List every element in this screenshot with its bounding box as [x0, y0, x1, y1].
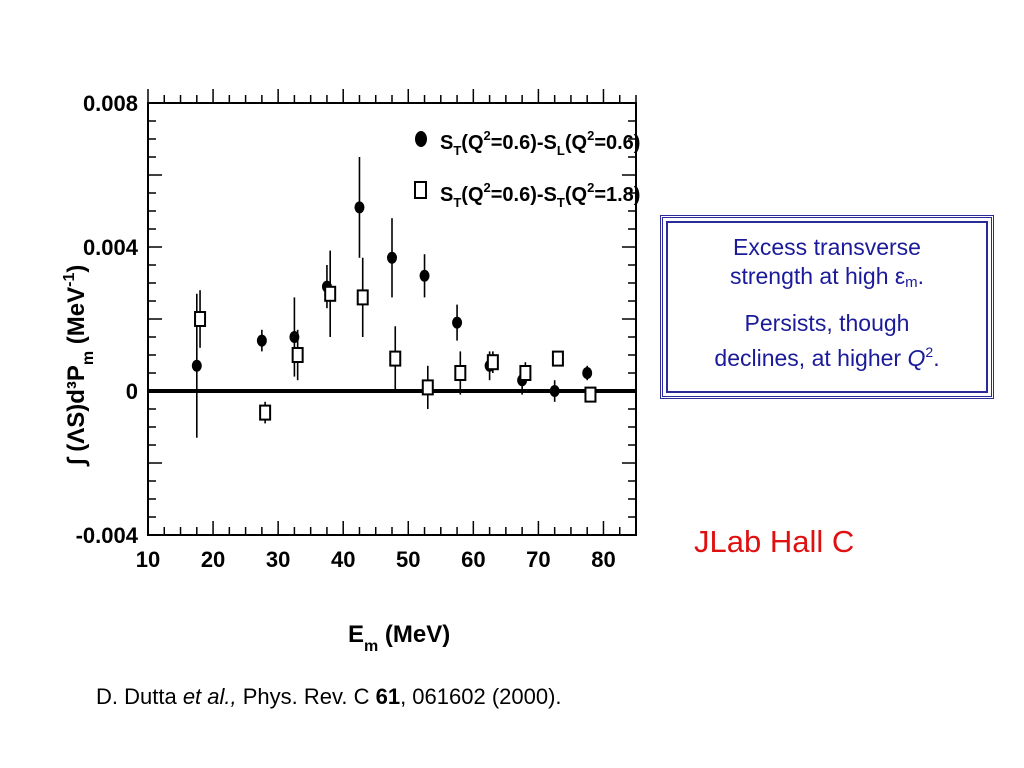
x-tick-label: 30 [266, 547, 290, 572]
data-point-circle [419, 269, 430, 282]
y-tick-labels: -0.004 0 0.004 0.008 [76, 91, 139, 548]
data-point-circle [582, 367, 593, 379]
legend-label: ST(Q2=0.6)-ST(Q2=1.8) [440, 180, 640, 210]
citation: D. Dutta et al., Phys. Rev. C 61, 061602… [96, 684, 562, 710]
y-tick-label: -0.004 [76, 523, 139, 548]
note-line-4-prefix: declines, at higher [714, 345, 908, 371]
citation-volume: 61 [375, 684, 401, 709]
note-q: Q [907, 345, 926, 371]
plot-border [147, 102, 637, 536]
legend: ST(Q2=0.6)-SL(Q2=0.6) ST(Q2=0.6)-ST(Q2=1.… [414, 128, 640, 210]
note-paragraph-2: Persists, though declines, at higher Q2. [676, 309, 978, 373]
data-point-square [486, 354, 499, 371]
note-epsilon: ε [894, 263, 906, 289]
data-point-square [519, 365, 532, 381]
x-tick-label: 20 [201, 547, 225, 572]
x-tick-label: 70 [526, 547, 550, 572]
data-point-circle [354, 201, 365, 214]
note-content: Excess transverse strength at high εm. P… [666, 221, 988, 393]
legend-label: ST(Q2=0.6)-SL(Q2=0.6) [440, 128, 640, 158]
data-point-square [356, 289, 369, 306]
x-tick-label: 60 [461, 547, 485, 572]
data-point-square [421, 379, 434, 396]
data-point-square [259, 404, 272, 421]
note-line-4-suffix: . [933, 345, 940, 371]
note-paragraph-1: Excess transverse strength at high εm. [676, 233, 978, 297]
x-tick-label: 40 [331, 547, 355, 572]
y-tick-label: 0.008 [83, 91, 138, 116]
citation-etal: et al., [182, 684, 237, 709]
legend-marker-square [414, 181, 427, 199]
data-point-square [454, 365, 467, 381]
x-tick-label: 80 [591, 547, 615, 572]
data-point-circle [549, 385, 560, 397]
note-q-sup: 2 [925, 344, 934, 360]
citation-authors: D. Dutta [96, 684, 183, 709]
data-point-square [324, 285, 337, 302]
data-point-square [291, 347, 304, 363]
data-point-circle [387, 251, 397, 264]
citation-journal: Phys. Rev. C [236, 684, 376, 709]
note-line-1: Excess transverse [733, 234, 921, 260]
note-box: Excess transverse strength at high εm. P… [660, 215, 994, 399]
x-tick-labels: 10 20 30 40 50 60 70 80 [136, 547, 616, 572]
x-tick-label: 50 [396, 547, 420, 572]
x-axis-title: Em (MeV) [348, 621, 450, 655]
data-point-square [389, 350, 402, 367]
y-tick-label: 0.004 [83, 235, 139, 260]
y-tick-label: 0 [126, 379, 138, 404]
note-line-3: Persists, though [744, 310, 910, 336]
legend-marker-circle [415, 131, 427, 147]
x-tick-label: 10 [136, 547, 160, 572]
note-epsilon-sub: m [905, 274, 918, 291]
lab-label: JLab Hall C [694, 524, 855, 559]
data-marks [191, 157, 597, 438]
tick-marks [147, 89, 637, 536]
data-point-circle [256, 334, 267, 347]
note-line-2-prefix: strength at high [729, 263, 895, 289]
chart: 10 20 30 40 50 60 70 80 -0.004 0 0.004 0.008 ST(Q2… [61, 89, 640, 655]
data-point-square [551, 350, 564, 367]
plot-frame [147, 102, 637, 536]
data-point-square [194, 311, 207, 327]
note-line-2-suffix: . [917, 263, 925, 289]
data-point-circle [191, 359, 202, 372]
data-point-circle [452, 316, 463, 329]
citation-rest: , 061602 (2000). [400, 684, 562, 709]
data-point-square [584, 386, 597, 403]
y-axis-title: ∫ (ΛS)d³Pm (MeV-1) [61, 265, 97, 467]
